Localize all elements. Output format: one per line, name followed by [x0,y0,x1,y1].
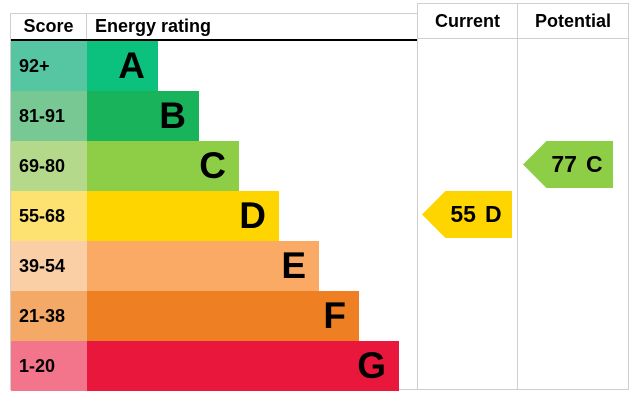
score-header: Score [11,14,87,39]
score-range-a: 92+ [11,41,87,91]
epc-table-header: Score Energy rating [11,14,417,41]
grade-bar-d: D [87,191,279,241]
band-row-c: 69-80 C [11,141,417,191]
epc-rating-table: Score Energy rating 92+ A 81-91 B 69-80 C 55-6… [10,13,417,391]
energy-rating-header: Energy rating [95,16,212,36]
current-rating-value: 55 [450,201,476,227]
band-row-g: 1-20 G [11,341,417,391]
potential-column: Potential [517,3,629,390]
grade-bar-a: A [87,41,158,91]
band-row-f: 21-38 F [11,291,417,341]
score-range-c: 69-80 [11,141,87,191]
score-range-b: 81-91 [11,91,87,141]
current-rating-grade: D [484,201,502,227]
grade-bar-e: E [87,241,319,291]
potential-header: Potential [518,4,628,39]
grade-bar-c: C [87,141,239,191]
band-rows: 92+ A 81-91 B 69-80 C 55-68 D 39-54 E 21-38 F 1-20 G [11,41,417,391]
grade-bar-f: F [87,291,359,341]
grade-bar-b: B [87,91,199,141]
score-range-d: 55-68 [11,191,87,241]
current-header: Current [418,4,517,39]
band-row-a: 92+ A [11,41,417,91]
band-row-d: 55-68 D [11,191,417,241]
score-range-f: 21-38 [11,291,87,341]
score-range-g: 1-20 [11,341,87,391]
score-range-e: 39-54 [11,241,87,291]
band-row-b: 81-91 B [11,91,417,141]
grade-bar-g: G [87,341,399,391]
potential-rating-grade: C [585,151,603,177]
band-row-e: 39-54 E [11,241,417,291]
potential-rating-value: 77 [551,151,577,177]
